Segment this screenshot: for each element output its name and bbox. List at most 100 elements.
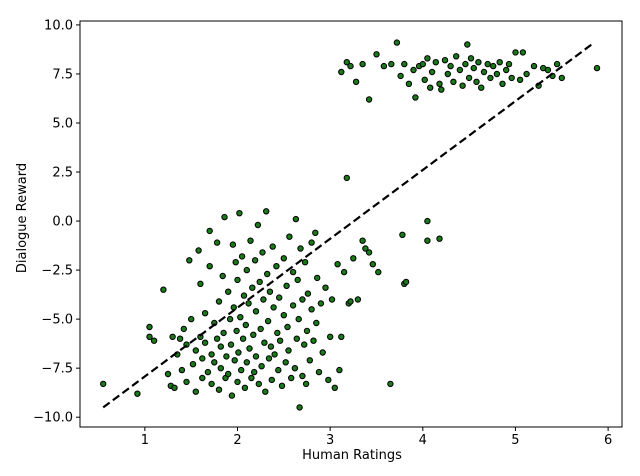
data-point — [269, 243, 276, 250]
data-point — [208, 380, 215, 388]
data-point — [553, 60, 561, 68]
data-point — [312, 229, 319, 237]
data-point — [301, 341, 308, 348]
data-point — [243, 266, 251, 274]
data-point — [467, 55, 475, 62]
data-point — [295, 315, 302, 323]
data-point — [328, 296, 336, 303]
data-point — [146, 323, 153, 331]
data-point — [427, 84, 434, 91]
data-point — [183, 378, 190, 386]
data-point — [484, 60, 491, 68]
data-point — [397, 72, 404, 80]
data-point — [456, 66, 464, 74]
data-point — [234, 276, 241, 284]
data-point — [263, 208, 270, 215]
data-point — [421, 76, 428, 84]
data-point — [304, 290, 312, 297]
data-point — [462, 60, 469, 68]
data-point — [257, 325, 264, 333]
data-point — [242, 321, 250, 329]
data-point — [302, 380, 310, 388]
data-point — [322, 284, 329, 291]
data-point — [264, 270, 271, 278]
data-point — [251, 257, 259, 264]
data-point — [373, 51, 380, 58]
data-point — [206, 227, 213, 235]
data-point — [100, 380, 107, 388]
data-point — [243, 359, 251, 366]
y-tick-label: −10.0 — [33, 411, 73, 426]
data-point — [199, 355, 206, 362]
data-point — [293, 335, 300, 342]
data-point — [248, 374, 255, 382]
data-point — [245, 300, 252, 307]
data-point — [206, 263, 213, 270]
data-point — [188, 315, 195, 323]
data-point — [593, 64, 601, 72]
data-point — [237, 314, 244, 321]
data-point — [338, 68, 345, 76]
data-point — [219, 272, 226, 280]
data-point — [208, 351, 215, 358]
data-point — [508, 74, 515, 82]
data-point — [146, 333, 153, 340]
data-point — [327, 333, 334, 340]
data-point — [288, 374, 295, 382]
data-point — [447, 62, 454, 70]
data-point — [296, 404, 303, 411]
data-point — [283, 282, 290, 289]
data-point — [233, 327, 240, 335]
data-point — [519, 49, 527, 56]
data-point — [459, 82, 466, 89]
data-point — [246, 345, 253, 352]
data-point — [134, 390, 141, 397]
data-point — [236, 210, 243, 217]
data-point — [264, 317, 272, 325]
data-point — [240, 292, 248, 299]
x-tick-label: 5 — [511, 433, 519, 448]
data-point — [199, 374, 206, 382]
data-point — [428, 68, 436, 76]
data-point — [424, 55, 431, 62]
data-point — [475, 59, 482, 66]
data-point — [217, 365, 225, 372]
data-point — [441, 57, 449, 64]
data-point — [204, 368, 212, 376]
data-point — [286, 233, 293, 240]
data-point — [490, 62, 497, 70]
data-point — [419, 60, 426, 68]
y-tick-label: −2.5 — [41, 264, 73, 279]
data-point — [343, 59, 350, 66]
data-point — [251, 368, 258, 376]
data-point — [289, 268, 297, 276]
data-point — [292, 215, 300, 223]
data-point — [308, 306, 315, 313]
data-point — [239, 335, 247, 342]
data-point — [229, 241, 237, 248]
data-point — [432, 59, 439, 66]
data-point — [238, 253, 246, 260]
data-point — [271, 351, 278, 358]
y-tick-label: −7.5 — [41, 362, 73, 377]
data-point — [505, 60, 513, 68]
data-point — [275, 366, 282, 374]
x-tick-label: 6 — [604, 433, 612, 448]
data-point — [267, 343, 275, 350]
data-point — [496, 59, 503, 66]
data-point — [247, 237, 254, 244]
data-point — [412, 94, 419, 101]
data-point — [192, 347, 200, 354]
data-point — [387, 380, 394, 388]
data-point — [266, 288, 274, 295]
data-point — [278, 382, 286, 389]
data-point — [255, 380, 262, 388]
data-point — [228, 392, 236, 399]
data-point — [470, 64, 477, 72]
data-point — [225, 288, 232, 295]
data-point — [238, 366, 245, 374]
data-point — [465, 74, 473, 82]
data-point — [308, 239, 315, 246]
x-tick-label: 2 — [233, 433, 241, 448]
data-point — [399, 231, 406, 239]
